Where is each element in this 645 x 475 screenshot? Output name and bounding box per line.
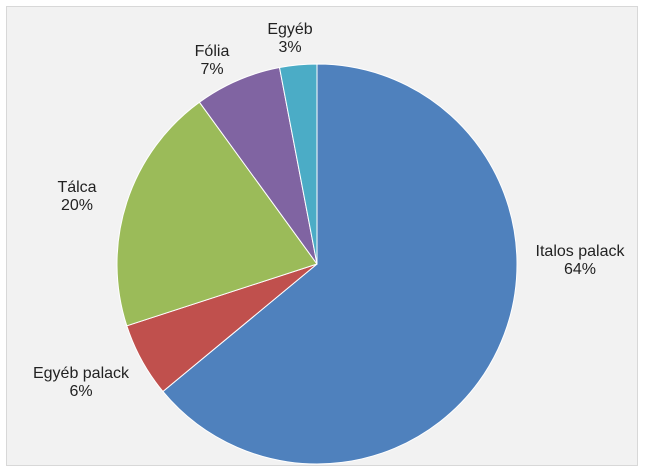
slice-label-folia: Fólia xyxy=(195,43,230,60)
slice-label-egyeb-palack: Egyéb palack xyxy=(33,365,130,382)
slice-label-egyeb: Egyéb xyxy=(267,21,312,38)
slice-percent-talca: 20% xyxy=(61,197,93,214)
slice-percent-folia: 7% xyxy=(200,61,223,78)
pie-slice-talca xyxy=(116,101,318,327)
slice-label-talca: Tálca xyxy=(57,179,96,196)
slice-label-italos-palack: Italos palack xyxy=(536,243,626,260)
pie-slice-egyeb xyxy=(278,63,318,265)
slice-percent-italos-palack: 64% xyxy=(564,261,596,278)
pie-slice-italos-palack xyxy=(162,63,518,465)
slice-percent-egyeb: 3% xyxy=(278,39,301,56)
slice-percent-egyeb-palack: 6% xyxy=(69,383,92,400)
